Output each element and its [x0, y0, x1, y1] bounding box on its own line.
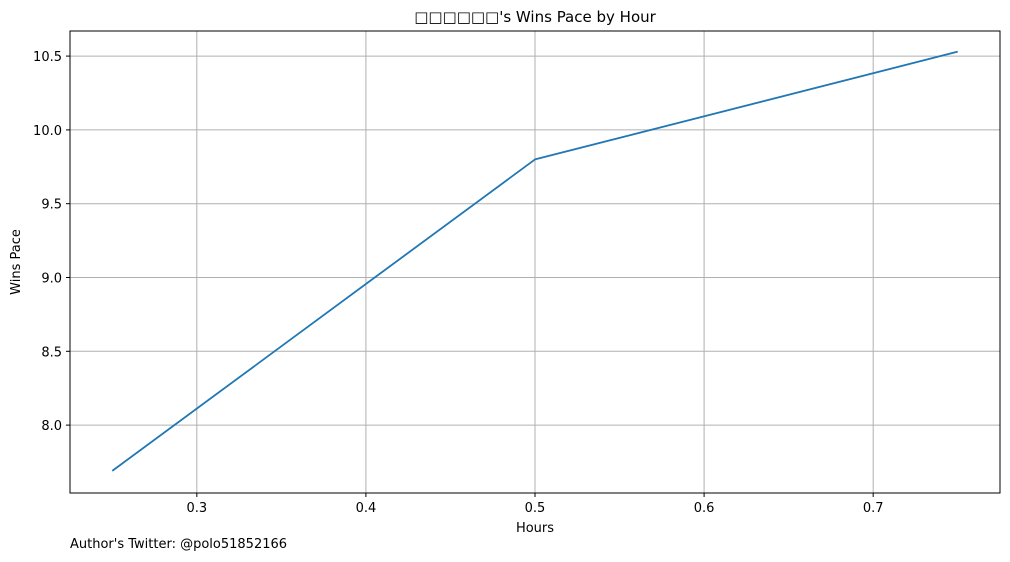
x-axis-label: Hours: [516, 521, 554, 536]
plot-frame: [69, 30, 1001, 494]
x-tick-label: 0.4: [356, 501, 377, 516]
y-axis-label: Wins Pace: [9, 229, 24, 295]
axis-ticks: 0.3 0.4 0.5 0.6 0.7 8.0 8.5 9.0 9.5 10.0 10.5: [33, 50, 883, 516]
y-tick-label: 8.5: [41, 345, 62, 360]
y-tick-label: 8.0: [41, 419, 62, 434]
chart-title: □□□□□□'s Wins Pace by Hour: [414, 8, 656, 26]
y-tick-label: 9.0: [41, 271, 62, 286]
y-tick-label: 10.0: [33, 124, 62, 139]
x-tick-label: 0.7: [863, 501, 884, 516]
author-credit: Author's Twitter: @polo51852166: [70, 537, 288, 552]
grid: [70, 31, 1000, 493]
y-tick-label: 10.5: [33, 50, 62, 65]
y-tick-label: 9.5: [41, 198, 62, 213]
series-line: [111, 50, 958, 472]
x-tick-label: 0.3: [186, 501, 207, 516]
x-tick-label: 0.6: [694, 501, 715, 516]
x-tick-label: 0.5: [525, 501, 546, 516]
series-layer: [111, 50, 958, 472]
